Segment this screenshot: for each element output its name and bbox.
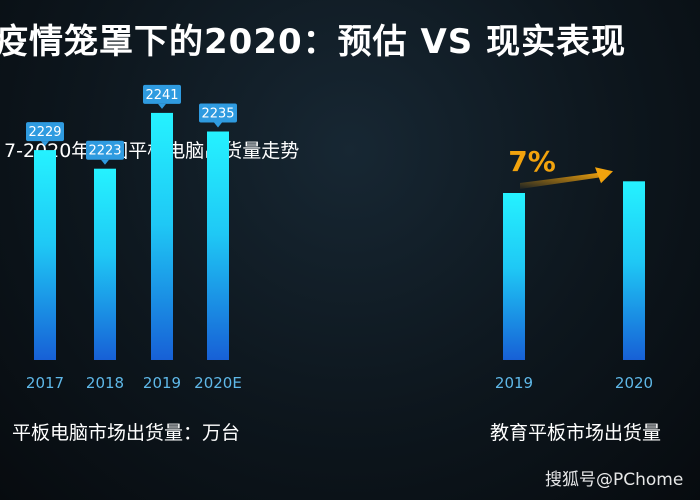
left-bar-chart: 2229 2017 2223 2018 2241 2019 2235 2020E [26,84,242,392]
right-bar-2020 [623,181,645,360]
data-label-pointer [101,159,109,165]
data-label: 2223 [88,144,121,159]
x-tick-label: 2018 [86,374,124,392]
data-label-pointer [214,122,222,128]
data-label-box [86,140,124,160]
data-label-box [143,84,181,104]
left-bar-2020E [207,131,229,360]
growth-annotation: 7% [508,145,556,178]
data-label-box [26,122,64,142]
x-tick-label: 2019 [143,374,181,392]
growth-arrow-head [595,167,613,184]
data-label-pointer [41,141,49,147]
data-label-pointer [158,103,166,109]
right-bar-chart: 2019 2020 7% [495,145,653,392]
watermark: 搜狐号@PChome [545,470,684,490]
x-tick-label: 2020E [194,374,242,392]
data-label-box [199,103,237,123]
data-label: 2235 [201,107,234,122]
x-tick-label: 2020 [615,374,653,392]
x-tick-label: 2019 [495,374,533,392]
left-bar-2019 [151,112,173,361]
data-label: 2241 [145,88,178,103]
x-tick-label: 2017 [26,374,64,392]
left-bar-2017 [34,150,56,360]
right-chart-caption: 教育平板市场出货量 [490,422,662,444]
left-chart-caption: 平板电脑市场出货量：万台 [12,422,241,444]
right-bar-2019 [503,193,525,360]
data-label: 2229 [28,125,61,140]
left-bar-2018 [94,168,116,360]
growth-arrow-shaft [520,172,603,189]
page-title: 疫情笼罩下的2020：预估 VS 现实表现 [0,22,627,62]
